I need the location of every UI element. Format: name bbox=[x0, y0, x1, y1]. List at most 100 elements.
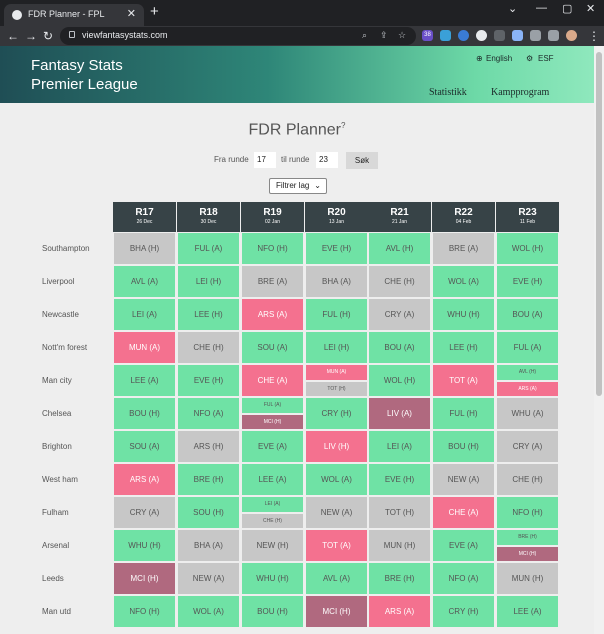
fixture-cell: BRE (H) bbox=[368, 562, 431, 595]
fixture-cell: MCI (H) bbox=[113, 562, 176, 595]
filter-teams-dropdown[interactable]: Filtrer lag ⌄ bbox=[269, 178, 327, 194]
extension-circle-icon[interactable] bbox=[476, 30, 487, 41]
maximize-button[interactable]: ▢ bbox=[562, 3, 573, 15]
filter-teams-label: Filtrer lag bbox=[276, 181, 310, 190]
fixture-cell: CRY (A) bbox=[496, 430, 559, 463]
fixture-cell: BOU (H) bbox=[113, 397, 176, 430]
fixture-cell: CRY (H) bbox=[305, 397, 368, 430]
site: Fantasy Stats Premier League ⊕ English ⚙… bbox=[0, 46, 594, 634]
fixture-cell: FUL (A) bbox=[496, 331, 559, 364]
extension-grid-icon[interactable] bbox=[494, 30, 505, 41]
fixture-cell: MUN (A) bbox=[113, 331, 176, 364]
fixture-cell: WOL (A) bbox=[432, 265, 495, 298]
from-round-input[interactable]: 17 bbox=[254, 152, 276, 168]
team-name: Man utd bbox=[42, 607, 71, 616]
fixture-cell: WOL (H) bbox=[496, 232, 559, 265]
fixture-cell: CHE (A) bbox=[241, 364, 304, 397]
fixture-cell: NEW (A) bbox=[177, 562, 240, 595]
address-bar[interactable]: viewfantasystats.com ⌕ ⇪ ☆ bbox=[60, 27, 416, 45]
fixture-cell: LEI (A) bbox=[368, 430, 431, 463]
brand-line-1: Fantasy Stats bbox=[31, 57, 123, 74]
from-round-label: Fra runde bbox=[214, 155, 249, 164]
browser-tab[interactable]: FDR Planner - FPL ✕ bbox=[4, 4, 144, 26]
fixture-cell: LEE (A) bbox=[241, 463, 304, 496]
reload-button[interactable]: ↻ bbox=[43, 29, 54, 43]
fixture-sub-cell: AVL (H) bbox=[496, 364, 559, 381]
forward-button[interactable]: → bbox=[25, 29, 37, 43]
site-logo[interactable]: Fantasy Stats Premier League bbox=[31, 56, 138, 94]
fixture-cell: BOU (A) bbox=[496, 298, 559, 331]
close-window-button[interactable]: ✕ bbox=[586, 3, 596, 15]
page-title: FDR Planner? bbox=[0, 121, 594, 139]
fixture-sub-cell: MUN (A) bbox=[305, 364, 368, 381]
round-date: 13 Jan bbox=[328, 219, 344, 225]
site-header: Fantasy Stats Premier League ⊕ English ⚙… bbox=[0, 46, 594, 103]
bookmark-star-icon[interactable]: ☆ bbox=[398, 30, 407, 40]
fixture-cell: EVE (H) bbox=[368, 463, 431, 496]
fixture-cell: WHU (H) bbox=[432, 298, 495, 331]
football-favicon-icon bbox=[12, 10, 22, 20]
fixture-cell: LEI (H) bbox=[305, 331, 368, 364]
column-header-r21: R21 21 Jan bbox=[368, 202, 431, 232]
round-label: R20 bbox=[327, 207, 346, 218]
search-icon[interactable]: ⌕ bbox=[362, 30, 368, 40]
fixture-cell: BOU (H) bbox=[241, 595, 304, 628]
fixture-cell: BRE (H) MCI (H) bbox=[496, 529, 559, 562]
search-button[interactable]: Søk bbox=[346, 152, 378, 169]
fixture-cell: WOL (H) bbox=[368, 364, 431, 397]
extensions-puzzle-icon[interactable] bbox=[530, 30, 541, 41]
globe-icon: ⊕ bbox=[476, 54, 483, 63]
nav-fixtures[interactable]: Kampprogram bbox=[491, 87, 550, 98]
esf-link[interactable]: ESF bbox=[538, 54, 554, 63]
fixture-cell: BRE (A) bbox=[432, 232, 495, 265]
help-icon[interactable]: ? bbox=[341, 121, 346, 130]
team-name: Nott'm forest bbox=[42, 343, 88, 352]
scrollbar[interactable] bbox=[594, 46, 604, 634]
round-date: 26 Dec bbox=[136, 219, 153, 225]
language-english-link[interactable]: English bbox=[486, 54, 513, 63]
fixture-cell: BHA (A) bbox=[305, 265, 368, 298]
back-button[interactable]: ← bbox=[7, 29, 19, 43]
tab-search-icon[interactable]: ⌄ bbox=[508, 3, 518, 15]
new-tab-button[interactable]: + bbox=[150, 3, 159, 20]
page-title-text: FDR Planner bbox=[248, 121, 342, 139]
team-name: Leeds bbox=[42, 574, 64, 583]
team-name: Southampton bbox=[42, 244, 90, 253]
extension-facebook-icon[interactable] bbox=[512, 30, 523, 41]
team-name: Newcastle bbox=[42, 310, 79, 319]
profile-avatar[interactable] bbox=[566, 30, 577, 41]
fixture-cell: BRE (H) bbox=[177, 463, 240, 496]
fixture-cell: AVL (A) bbox=[113, 265, 176, 298]
fixture-cell: FUL (A) MCI (H) bbox=[241, 397, 304, 430]
team-name: West ham bbox=[42, 475, 78, 484]
close-tab-icon[interactable]: ✕ bbox=[126, 8, 136, 20]
fixture-cell: AVL (A) bbox=[305, 562, 368, 595]
fixture-cell: NFO (A) bbox=[432, 562, 495, 595]
to-round-input[interactable]: 23 bbox=[316, 152, 338, 168]
fixture-cell: BOU (H) bbox=[432, 430, 495, 463]
browser-tab-bar: FDR Planner - FPL ✕ + ⌄ — ▢ ✕ bbox=[0, 0, 604, 26]
fixture-cell: CHE (H) bbox=[368, 265, 431, 298]
extension-react-icon[interactable] bbox=[458, 30, 469, 41]
round-date: 30 Dec bbox=[200, 219, 217, 225]
fixture-cell: LIV (H) bbox=[305, 430, 368, 463]
nav-statistics[interactable]: Statistikk bbox=[429, 87, 467, 98]
fixture-cell: NEW (H) bbox=[241, 529, 304, 562]
fixture-cell: WOL (A) bbox=[305, 463, 368, 496]
share-icon[interactable]: ⇪ bbox=[380, 30, 388, 40]
to-round-label: til runde bbox=[281, 155, 310, 164]
fixture-cell: BRE (A) bbox=[241, 265, 304, 298]
fixture-sub-cell: MCI (H) bbox=[241, 413, 304, 430]
minimize-button[interactable]: — bbox=[536, 2, 547, 14]
round-label: R22 bbox=[454, 207, 473, 218]
menu-kebab-icon[interactable]: ⋮ bbox=[588, 29, 600, 43]
scrollbar-thumb[interactable] bbox=[596, 52, 602, 396]
fixture-cell: MUN (H) bbox=[496, 562, 559, 595]
fixture-cell: SOU (A) bbox=[113, 430, 176, 463]
extension-s-icon[interactable] bbox=[440, 30, 451, 41]
extension-badge-icon[interactable]: 38 bbox=[422, 30, 433, 41]
lock-icon bbox=[69, 31, 75, 38]
side-panel-icon[interactable] bbox=[548, 30, 559, 41]
fixture-cell: AVL (H) ARS (A) bbox=[496, 364, 559, 397]
fixture-cell: LEI (H) bbox=[177, 265, 240, 298]
